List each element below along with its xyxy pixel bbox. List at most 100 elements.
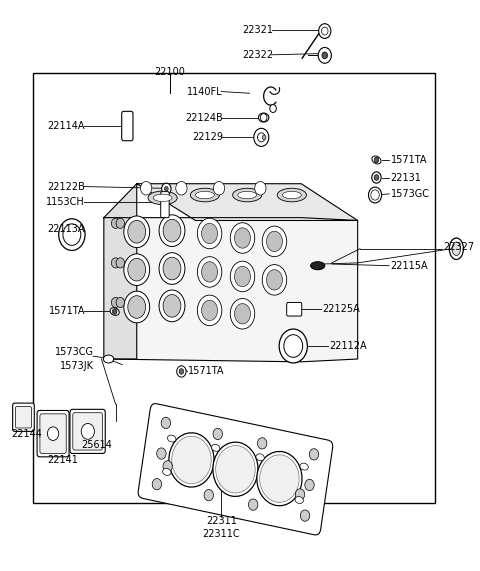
Ellipse shape (163, 257, 181, 280)
Ellipse shape (372, 156, 381, 164)
Ellipse shape (202, 223, 217, 244)
Text: 22311C: 22311C (203, 529, 240, 539)
Circle shape (322, 52, 327, 59)
Ellipse shape (110, 308, 119, 315)
Text: 1573GC: 1573GC (391, 189, 430, 199)
Circle shape (374, 157, 379, 163)
Circle shape (152, 478, 162, 490)
Circle shape (179, 369, 184, 374)
Ellipse shape (266, 270, 282, 290)
Circle shape (257, 438, 267, 449)
Circle shape (112, 309, 117, 315)
Text: 22114A: 22114A (48, 121, 85, 131)
Polygon shape (104, 218, 358, 362)
Text: 1573CG: 1573CG (55, 347, 95, 357)
Ellipse shape (148, 191, 177, 204)
Circle shape (169, 433, 214, 487)
Circle shape (213, 442, 258, 496)
Circle shape (305, 479, 314, 490)
Ellipse shape (266, 231, 282, 252)
Ellipse shape (295, 497, 303, 504)
FancyBboxPatch shape (138, 404, 333, 535)
Circle shape (81, 424, 95, 439)
Text: 22141: 22141 (48, 455, 78, 465)
Ellipse shape (259, 113, 269, 122)
Ellipse shape (163, 468, 171, 476)
Circle shape (59, 219, 85, 251)
Circle shape (318, 47, 331, 63)
Ellipse shape (195, 191, 214, 199)
Ellipse shape (153, 194, 172, 202)
FancyBboxPatch shape (70, 409, 105, 453)
Ellipse shape (262, 226, 287, 256)
Circle shape (258, 133, 265, 142)
Ellipse shape (235, 228, 251, 248)
Text: 25614: 25614 (81, 440, 112, 450)
Ellipse shape (212, 444, 220, 451)
Ellipse shape (191, 188, 219, 202)
Ellipse shape (311, 262, 325, 270)
Circle shape (213, 428, 222, 440)
Ellipse shape (235, 266, 251, 287)
Circle shape (141, 182, 152, 195)
Ellipse shape (282, 191, 301, 199)
Ellipse shape (300, 463, 308, 470)
Ellipse shape (163, 295, 181, 317)
Ellipse shape (103, 355, 114, 363)
Circle shape (279, 329, 307, 363)
Ellipse shape (233, 188, 262, 202)
Circle shape (260, 114, 267, 122)
Circle shape (371, 190, 379, 200)
Text: 22125A: 22125A (323, 304, 360, 314)
Circle shape (165, 187, 168, 191)
Text: 22113A: 22113A (48, 224, 85, 234)
Ellipse shape (163, 219, 181, 242)
FancyBboxPatch shape (73, 413, 102, 450)
Circle shape (295, 489, 305, 500)
Circle shape (156, 448, 166, 459)
Ellipse shape (159, 290, 185, 321)
FancyBboxPatch shape (40, 414, 66, 453)
Circle shape (374, 175, 379, 180)
Text: 22112A: 22112A (329, 341, 367, 351)
Circle shape (177, 366, 186, 377)
Circle shape (254, 128, 269, 146)
Ellipse shape (124, 216, 150, 248)
Circle shape (369, 187, 382, 203)
Circle shape (270, 104, 276, 112)
Ellipse shape (230, 261, 255, 292)
Circle shape (48, 427, 59, 440)
FancyBboxPatch shape (15, 407, 32, 428)
FancyBboxPatch shape (12, 403, 34, 431)
Text: 1573JK: 1573JK (60, 361, 95, 371)
Ellipse shape (202, 262, 217, 282)
Ellipse shape (262, 264, 287, 295)
Circle shape (372, 172, 381, 183)
Circle shape (257, 452, 302, 506)
Circle shape (111, 218, 120, 228)
Circle shape (322, 27, 328, 35)
Circle shape (262, 135, 266, 140)
Text: 22115A: 22115A (391, 261, 428, 271)
Ellipse shape (230, 299, 255, 329)
Circle shape (162, 183, 171, 195)
Circle shape (116, 258, 124, 268)
Circle shape (255, 182, 266, 195)
Circle shape (116, 297, 124, 308)
Ellipse shape (197, 256, 222, 287)
Circle shape (111, 258, 120, 268)
Circle shape (176, 182, 187, 195)
Circle shape (284, 335, 303, 357)
Text: 22322: 22322 (242, 50, 273, 60)
Circle shape (216, 445, 255, 493)
Ellipse shape (124, 291, 150, 323)
Polygon shape (104, 184, 137, 359)
Circle shape (163, 461, 172, 472)
Text: 22131: 22131 (391, 172, 421, 183)
Text: 22100: 22100 (154, 67, 185, 77)
Text: 1153CH: 1153CH (46, 197, 85, 207)
FancyBboxPatch shape (37, 411, 69, 457)
FancyBboxPatch shape (161, 192, 169, 218)
Ellipse shape (124, 254, 150, 286)
Text: 22124B: 22124B (185, 112, 223, 123)
